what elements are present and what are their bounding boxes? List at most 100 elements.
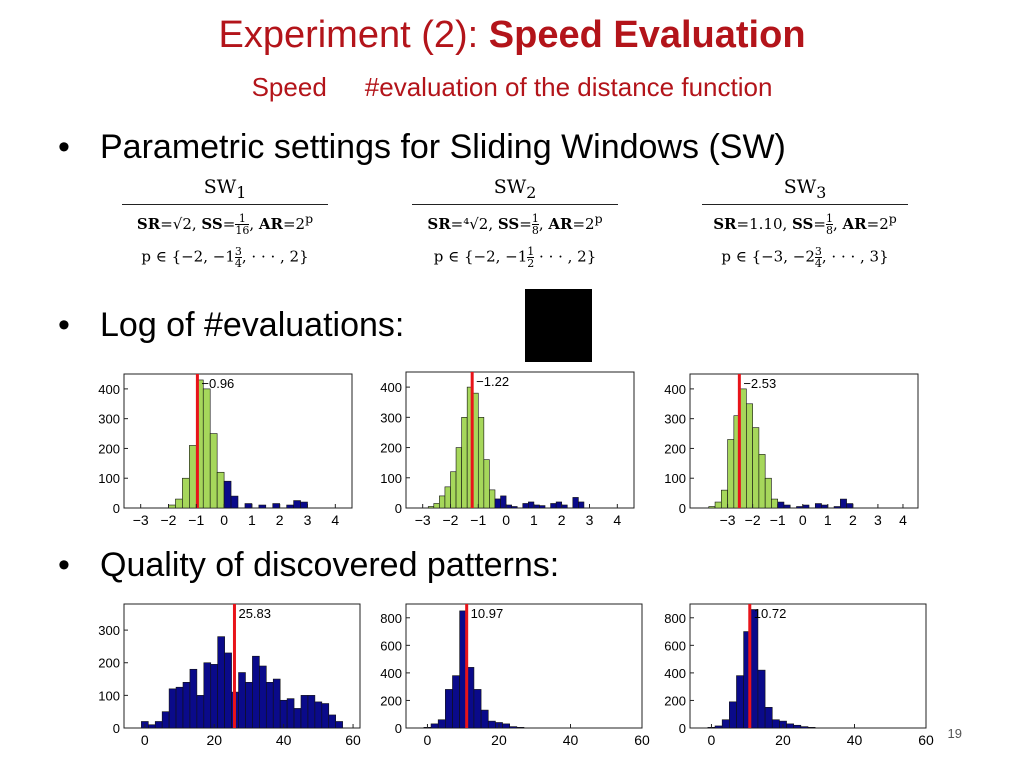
- histogram-bar: [445, 689, 453, 729]
- bullet-pattern-quality: • Quality of discovered patterns:: [58, 546, 559, 585]
- histogram-bar-below: [168, 504, 176, 509]
- y-tick-label: 400: [98, 382, 120, 397]
- histogram-bar-below: [216, 471, 225, 509]
- histogram-bar: [430, 723, 439, 729]
- histogram-bar-below: [708, 506, 716, 509]
- y-tick-label: 400: [380, 666, 402, 681]
- plot-frame: [689, 373, 919, 509]
- histogram-bar: [840, 498, 847, 509]
- x-tick-label: −3: [720, 512, 736, 528]
- y-tick-label: 300: [98, 623, 120, 638]
- y-tick-label: 200: [664, 693, 686, 708]
- sw-setting-block: SW3 SR=1.10, SS= 1 8, AR=2p p ∈ {−3, −2 3 4, ·…: [680, 176, 930, 269]
- histogram-bar: [578, 501, 585, 509]
- plot-frame: [405, 603, 643, 729]
- histogram-bar: [539, 505, 546, 509]
- y-tick-label: 200: [380, 441, 402, 456]
- sr-value: =√2,: [160, 214, 202, 233]
- histogram-bar: [786, 723, 794, 729]
- y-tick-label: 400: [380, 380, 402, 395]
- title-prefix: Experiment (2):: [218, 14, 489, 56]
- histogram-bar: [777, 501, 785, 509]
- histogram-bar-below: [727, 439, 735, 509]
- histogram-bar: [555, 501, 563, 509]
- bullet-dot: •: [58, 306, 70, 344]
- histogram-bar: [272, 678, 281, 729]
- title-emphasis: Speed Evaluation: [488, 14, 806, 56]
- x-tick-label: 20: [775, 732, 791, 748]
- x-tick-label: 4: [613, 512, 621, 528]
- x-tick-label: 3: [874, 512, 882, 528]
- histogram-bar-below: [433, 503, 440, 509]
- sw-index: 3: [816, 182, 827, 202]
- histogram-bar: [572, 497, 579, 509]
- y-tick-label: 200: [380, 693, 402, 708]
- mean-marker-label: −1.22: [476, 374, 509, 389]
- y-tick-label: 300: [664, 412, 686, 427]
- histogram-bar: [802, 504, 810, 509]
- ar-exponent: p: [594, 210, 603, 226]
- y-tick-label: 800: [664, 611, 686, 626]
- histogram-bar: [511, 506, 518, 509]
- histogram-bar: [487, 720, 496, 729]
- histogram-bar: [533, 504, 540, 509]
- histogram-bar-below: [483, 459, 490, 509]
- x-tick-label: −3: [415, 512, 431, 528]
- ar-label: AR: [842, 214, 867, 233]
- x-tick-label: −1: [188, 512, 204, 528]
- p-fraction-den: 4: [814, 257, 822, 271]
- histogram-bar: [793, 724, 802, 729]
- y-tick-label: 600: [380, 638, 402, 653]
- histogram-bar: [807, 727, 816, 729]
- histogram-bar: [230, 495, 239, 509]
- histogram-bar: [480, 709, 489, 729]
- x-tick-label: 1: [530, 512, 538, 528]
- histogram-bar: [210, 664, 219, 729]
- x-tick-label: −2: [745, 512, 761, 528]
- ar-value: =2: [866, 214, 889, 233]
- ss-label: SS: [497, 214, 520, 233]
- ss-eq: =: [519, 214, 532, 233]
- histogram-bar: [293, 500, 301, 509]
- y-tick-label: 400: [664, 382, 686, 397]
- mean-marker-label: 10.72: [754, 606, 787, 621]
- histogram-bar: [729, 701, 737, 729]
- x-tick-label: 40: [847, 732, 863, 748]
- p-range-start: p ∈ {−3, −2: [721, 247, 815, 266]
- histogram-log-evals-sw2: −1.22 −3 −2 −1 0 1 2 3 4 0 100 200 300 400: [380, 371, 635, 528]
- histogram-log-evals-sw1: −0.96 −3 −2 −1 0 1 2 3 4 0 100 200 300 400: [98, 373, 353, 528]
- ss-eq: =: [222, 214, 236, 233]
- histogram-bar: [550, 503, 557, 509]
- bullet-text: Parametric settings for Sliding Windows …: [100, 128, 786, 166]
- sw-header: SW2: [412, 176, 618, 205]
- ss-label: SS: [201, 214, 223, 233]
- histogram-bar-below: [477, 417, 485, 509]
- x-tick-label: −1: [770, 512, 786, 528]
- y-tick-label: 100: [664, 471, 686, 486]
- y-tick-label: 100: [380, 471, 402, 486]
- histogram-bar: [286, 698, 295, 729]
- histogram-bar: [500, 495, 507, 509]
- mean-marker-label: 25.83: [238, 606, 271, 621]
- p-fraction-num: 1: [527, 245, 535, 259]
- histogram-bar: [437, 719, 446, 729]
- histogram-bar: [783, 504, 791, 509]
- histogram-bar: [846, 503, 854, 509]
- p-fraction-den: 2: [527, 257, 535, 271]
- p-range-start: p ∈ {−2, −1: [433, 247, 528, 266]
- sw-header: SW3: [702, 176, 908, 205]
- sw-header: SW1: [122, 176, 328, 205]
- x-tick-label: −2: [443, 512, 459, 528]
- sw-index: 1: [236, 182, 247, 202]
- y-tick-label: 800: [380, 611, 402, 626]
- x-tick-label: 4: [899, 512, 907, 528]
- y-tick-label: 300: [98, 412, 120, 427]
- histogram-bar: [244, 503, 253, 509]
- y-tick-label: 100: [98, 688, 120, 703]
- x-tick-label: 3: [586, 512, 594, 528]
- ss-sep: ,: [249, 214, 259, 233]
- histogram-bar: [245, 682, 253, 729]
- histogram-bar: [509, 726, 518, 729]
